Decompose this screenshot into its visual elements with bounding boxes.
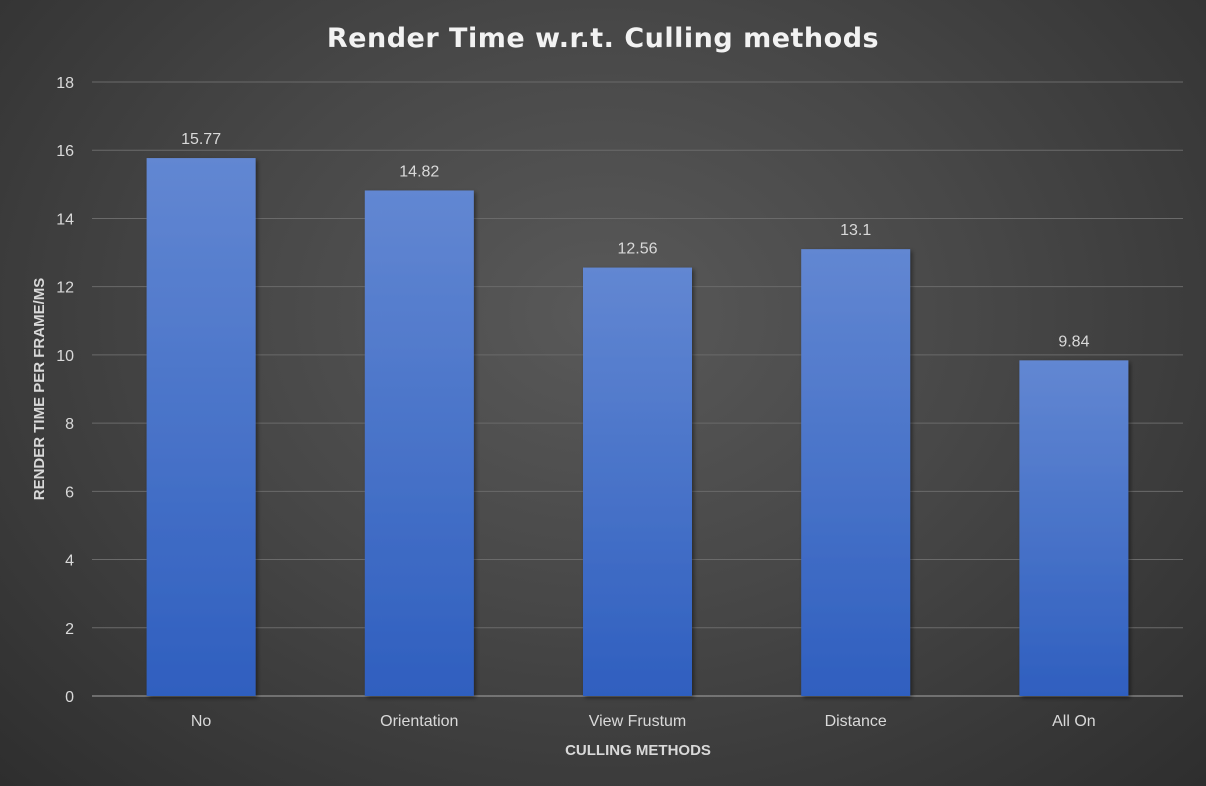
bar-orientation xyxy=(364,190,474,696)
x-category-label: View Frustum xyxy=(589,713,687,730)
x-category-label: No xyxy=(191,713,212,730)
x-axis-title: CULLING METHODS xyxy=(565,742,711,759)
data-label: 13.1 xyxy=(840,222,871,239)
data-label: 12.56 xyxy=(617,241,657,258)
y-tick-label: 8 xyxy=(65,416,74,433)
y-axis-ticks: 0 2 4 6 8 10 12 14 16 18 xyxy=(56,75,74,706)
y-tick-label: 0 xyxy=(65,689,74,706)
y-tick-label: 6 xyxy=(65,484,74,501)
x-category-label: Distance xyxy=(825,713,887,730)
y-tick-label: 16 xyxy=(56,143,74,160)
y-tick-label: 12 xyxy=(56,280,74,297)
data-label: 9.84 xyxy=(1058,333,1089,350)
y-axis-title: RENDER TIME PER FRAME/MS xyxy=(31,278,48,501)
data-labels: 15.77 14.82 12.56 13.1 9.84 xyxy=(181,131,1089,350)
bars xyxy=(146,158,1129,697)
x-category-label: Orientation xyxy=(380,713,458,730)
y-tick-label: 4 xyxy=(65,553,74,570)
bar-no xyxy=(146,158,256,697)
x-axis-categories: No Orientation View Frustum Distance All On xyxy=(191,713,1096,730)
data-label: 14.82 xyxy=(399,163,439,180)
bar-view-frustum xyxy=(583,267,692,696)
x-category-label: All On xyxy=(1052,713,1096,730)
data-label: 15.77 xyxy=(181,131,221,148)
chart-title: Render Time w.r.t. Culling methods xyxy=(327,23,879,54)
y-tick-label: 2 xyxy=(65,621,74,638)
y-tick-label: 14 xyxy=(56,211,74,228)
bar-distance xyxy=(801,249,911,696)
bar-all-on xyxy=(1019,360,1129,696)
y-tick-label: 18 xyxy=(56,75,74,92)
y-tick-label: 10 xyxy=(56,348,74,365)
